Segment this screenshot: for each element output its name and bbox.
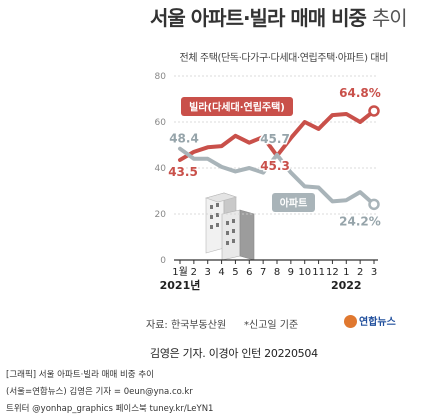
villa-legend-box bbox=[181, 97, 293, 116]
x-tick-label: 9 bbox=[288, 267, 294, 278]
data-label: 43.5 bbox=[168, 165, 198, 179]
source-text: 자료: 한국부동산원 bbox=[146, 320, 227, 331]
caption-credit: (서울=연합뉴스) 김영은 기자 = 0eun@yna.co.kr bbox=[6, 387, 193, 397]
byline: 김영은 기자. 이경아 인턴 20220504 bbox=[150, 347, 318, 360]
y-tick-label: 40 bbox=[155, 164, 167, 174]
y-tick-label: 80 bbox=[155, 72, 167, 82]
y-tick-label: 60 bbox=[155, 118, 167, 128]
villa-legend-label: 빌라(다세대·연립주택) bbox=[189, 101, 285, 114]
x-tick-label: 4 bbox=[218, 267, 224, 278]
apartment-legend-box bbox=[272, 193, 315, 212]
x-tick-label: 10 bbox=[298, 267, 311, 278]
x-tick-label: 2 bbox=[191, 267, 197, 278]
x-tick-label: 3 bbox=[371, 267, 377, 278]
x-tick-label: 7 bbox=[260, 267, 266, 278]
x-tick-label: 5 bbox=[232, 267, 238, 278]
note-text: *신고일 기준 bbox=[244, 320, 299, 331]
x-tick-label: 12 bbox=[326, 267, 339, 278]
x-tick-label: 1 bbox=[343, 267, 349, 278]
y-tick-label: 20 bbox=[155, 210, 167, 220]
caption-social: 트위터 @yonhap_graphics 페이스북 tuney.kr/LeYN1 bbox=[6, 404, 214, 414]
chart-footer: 자료: 한국부동산원 *신고일 기준 연합뉴스 bbox=[146, 310, 396, 334]
chart-title: 서울 아파트·빌라 매매 비중 추이 bbox=[150, 2, 408, 31]
data-label: 45.3 bbox=[260, 159, 290, 173]
x-tick-label: 2 bbox=[357, 267, 363, 278]
apartment-legend-label: 아파트 bbox=[280, 197, 308, 210]
data-point bbox=[368, 198, 380, 211]
data-label: 48.4 bbox=[169, 132, 199, 146]
x-tick-label: 1월 bbox=[172, 266, 188, 278]
logo-text: 연합뉴스 bbox=[359, 317, 396, 328]
chart-card: 서울 아파트·빌라 매매 비중 추이 전체 주택(단독·다가구·다세대·연립주택… bbox=[136, 0, 408, 338]
x-tick-label: 11 bbox=[312, 267, 325, 278]
yonhap-logo: 연합뉴스 bbox=[344, 313, 396, 328]
chart-title-main: 서울 아파트·빌라 매매 비중 bbox=[150, 6, 367, 30]
x-group-label: 2022 bbox=[331, 279, 362, 292]
y-tick-label: 0 bbox=[160, 256, 166, 266]
chart-subtitle: 전체 주택(단독·다가구·다세대·연립주택·아파트) 대비 bbox=[179, 53, 389, 64]
data-label: 24.2% bbox=[339, 214, 381, 228]
chart-title-suffix: 추이 bbox=[371, 6, 408, 30]
x-tick-label: 8 bbox=[274, 267, 280, 278]
data-point bbox=[368, 105, 380, 117]
logo-icon bbox=[344, 315, 357, 328]
x-tick-label: 6 bbox=[246, 267, 252, 278]
data-label: 45.7 bbox=[260, 132, 290, 146]
data-label: 64.8% bbox=[339, 86, 381, 100]
building-illustration bbox=[204, 192, 255, 261]
caption-title: [그래픽] 서울 아파트·빌라 매매 비중 추이 bbox=[6, 370, 154, 380]
x-group-label: 2021년 bbox=[160, 278, 201, 292]
x-tick-label: 3 bbox=[205, 267, 211, 278]
